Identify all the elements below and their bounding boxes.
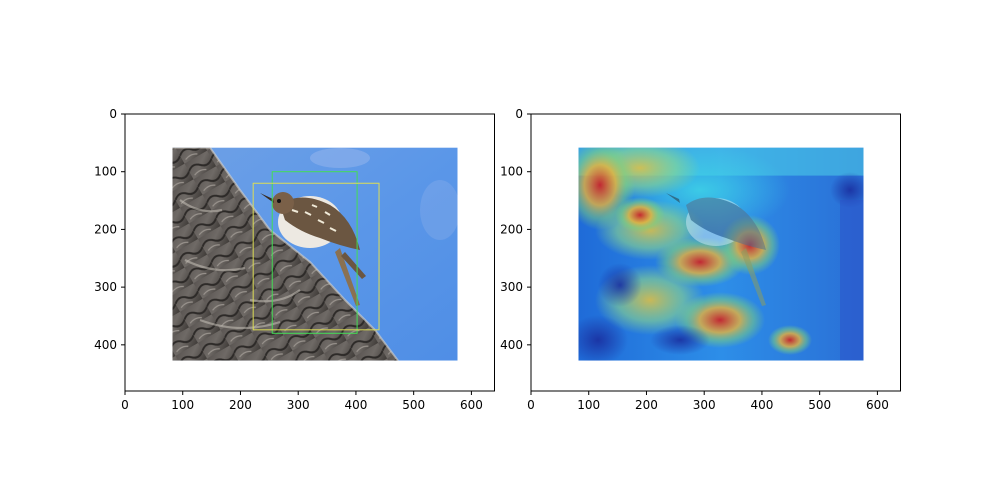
left-x-tick-label: 400 — [344, 398, 367, 412]
bird-photo — [172, 147, 458, 361]
bird — [260, 192, 366, 306]
left-axes-frame — [124, 113, 495, 392]
right-x-tick-label: 500 — [808, 398, 831, 412]
left-y-tick-label: 300 — [94, 280, 117, 294]
left-y-tick-label: 200 — [94, 222, 117, 236]
right-y-tick-label: 400 — [500, 338, 523, 352]
right-y-tick-label: 100 — [500, 165, 523, 179]
left-x-tick-label: 200 — [229, 398, 252, 412]
right-y-tick-label: 300 — [500, 280, 523, 294]
left-x-tick-label: 100 — [171, 398, 194, 412]
bounding-box-2 — [252, 182, 380, 331]
left-x-tick-label: 500 — [402, 398, 425, 412]
right-y-tick-label: 0 — [515, 107, 523, 121]
right-x-tick-label: 300 — [693, 398, 716, 412]
right-axes-frame — [530, 113, 901, 392]
left-y-tick-label: 400 — [94, 338, 117, 352]
left-y-tick-label: 100 — [94, 165, 117, 179]
left-y-tick-label: 0 — [109, 107, 117, 121]
right-x-tick-label: 0 — [527, 398, 535, 412]
left-x-tick-label: 300 — [287, 398, 310, 412]
right-x-tick-label: 200 — [635, 398, 658, 412]
right-x-tick-label: 100 — [577, 398, 600, 412]
right-x-tick-label: 400 — [750, 398, 773, 412]
left-axes: 0 100 200 300 400 500 600 0 100 200 300 400 — [94, 107, 495, 412]
left-x-tick-label: 600 — [460, 398, 483, 412]
right-x-tick-label: 600 — [866, 398, 889, 412]
right-axes: 0 100 200 300 400 500 600 0 100 200 300 400 — [500, 107, 901, 412]
heatmap-overlay — [578, 147, 864, 361]
left-x-tick-label: 0 — [121, 398, 129, 412]
bounding-box-1 — [271, 171, 358, 334]
right-y-tick-label: 200 — [500, 222, 523, 236]
